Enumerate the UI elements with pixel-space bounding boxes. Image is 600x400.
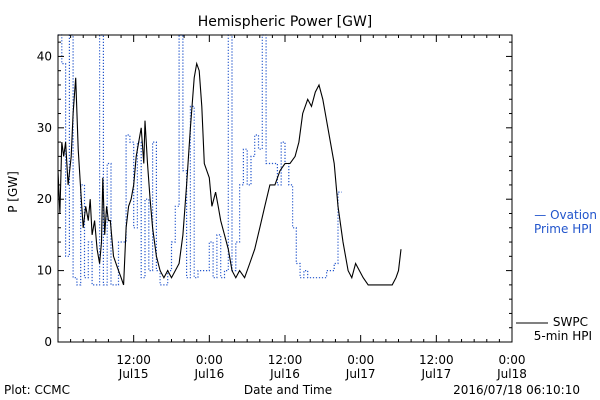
y-tick-label: 30 (37, 121, 52, 135)
legend-ovation-line2: Prime HPI (534, 222, 592, 236)
legend-ovation-line1: — Ovation (534, 208, 597, 222)
x-tick-date-label: Jul16 (269, 367, 300, 381)
plot-frame (57, 34, 513, 343)
footer-timestamp: 2016/07/18 06:10:10 (453, 383, 580, 397)
chart-title: Hemispheric Power [GW] (198, 14, 373, 30)
y-axis-label: P [GW] (6, 171, 20, 213)
x-tick-time-label: 0:00 (347, 353, 374, 367)
x-tick-time-label: 12:00 (268, 353, 303, 367)
x-tick-date-label: Jul17 (345, 367, 376, 381)
series-layer (57, 34, 402, 286)
x-tick-time-label: 0:00 (196, 353, 223, 367)
x-tick-time-label: 12:00 (116, 353, 151, 367)
legend-swpc-line2: 5-min HPI (534, 329, 592, 343)
x-tick-date-label: Jul16 (193, 367, 224, 381)
x-axis-label: Date and Time (244, 383, 332, 397)
x-tick-date-label: Jul18 (496, 367, 527, 381)
x-axis: 12:00Jul150:00Jul1612:00Jul160:00Jul1712… (57, 35, 527, 381)
x-tick-date-label: Jul17 (420, 367, 451, 381)
x-tick-time-label: 0:00 (499, 353, 526, 367)
y-tick-label: 10 (37, 264, 52, 278)
legend-swpc-line1: SWPC (553, 315, 588, 329)
x-tick-time-label: 12:00 (419, 353, 454, 367)
y-tick-label: 20 (37, 192, 52, 206)
x-tick-date-label: Jul15 (118, 367, 149, 381)
y-axis: 0 10 20 30 40 (37, 41, 512, 349)
series-line-swpc-5-min-hpi (57, 61, 402, 286)
y-tick-label: 0 (44, 335, 52, 349)
footer-credit: Plot: CCMC (4, 383, 70, 397)
y-tick-label: 40 (37, 49, 52, 63)
